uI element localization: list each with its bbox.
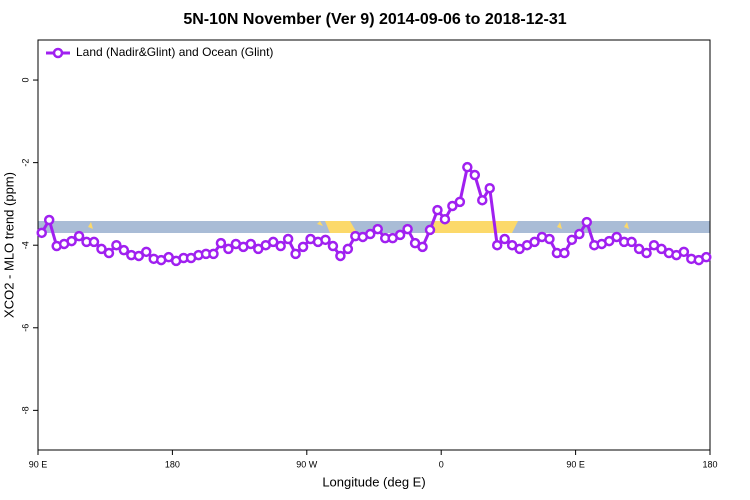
y-tick-label: -4 (20, 241, 30, 249)
x-tick-label: 90 W (296, 459, 318, 469)
point (88, 236, 100, 248)
point (477, 194, 488, 206)
land-band (325, 221, 357, 233)
point (559, 247, 570, 259)
point (73, 230, 85, 242)
point (103, 247, 115, 259)
land-band (557, 222, 562, 229)
point (223, 243, 234, 255)
point (641, 247, 652, 259)
point (424, 224, 436, 236)
point (141, 246, 152, 258)
point (633, 243, 645, 255)
point (372, 223, 383, 235)
point (469, 169, 481, 181)
land-band (425, 221, 518, 233)
point (611, 231, 622, 243)
point (267, 236, 279, 248)
point (447, 200, 458, 212)
point (454, 196, 466, 208)
point (245, 238, 257, 250)
point (491, 239, 503, 251)
land-band (88, 222, 93, 229)
land-band (624, 222, 629, 229)
point (335, 250, 346, 262)
point (656, 243, 667, 255)
point (208, 248, 219, 260)
x-tick-label: 0 (439, 459, 444, 469)
y-tick-label: -2 (20, 159, 30, 167)
point (432, 204, 443, 216)
x-tick-label: 180 (702, 459, 717, 469)
land-band (317, 221, 323, 226)
point (678, 246, 690, 258)
point (342, 243, 354, 255)
legend-label: Land (Nadir&Glint) and Ocean (Glint) (76, 45, 273, 59)
point (290, 248, 301, 260)
point (439, 213, 451, 225)
point (417, 241, 428, 253)
point (275, 240, 286, 252)
point (297, 241, 309, 253)
point (96, 243, 107, 255)
point (529, 236, 540, 248)
point (111, 239, 122, 251)
legend-marker (52, 47, 64, 59)
point (133, 250, 145, 262)
point (282, 233, 294, 245)
y-axis-label: XCO2 - MLO trend (ppm) (1, 172, 16, 318)
chart-title: 5N-10N November (Ver 9) 2014-09-06 to 20… (183, 11, 566, 28)
point (118, 244, 130, 256)
x-tick-label: 180 (165, 459, 180, 469)
x-tick-label: 90 E (29, 459, 48, 469)
point (566, 234, 578, 246)
point (701, 251, 712, 263)
y-tick-label: -8 (20, 406, 30, 414)
point (574, 228, 585, 240)
point (36, 227, 47, 239)
point (43, 214, 55, 226)
point (544, 233, 555, 245)
point (365, 228, 376, 240)
point (394, 229, 406, 241)
point (327, 240, 339, 252)
y-tick-label: -6 (20, 324, 30, 332)
point (581, 216, 593, 228)
point (320, 234, 331, 246)
point (66, 235, 77, 247)
y-tick-label: 0 (20, 78, 30, 83)
point (499, 233, 510, 245)
point (626, 236, 637, 248)
x-tick-label: 90 E (566, 459, 585, 469)
point (215, 237, 227, 249)
point (462, 161, 473, 173)
x-axis-label: Longitude (deg E) (322, 474, 425, 489)
point (402, 223, 413, 235)
series-line (40, 164, 707, 263)
point (603, 235, 615, 247)
point (484, 182, 495, 194)
